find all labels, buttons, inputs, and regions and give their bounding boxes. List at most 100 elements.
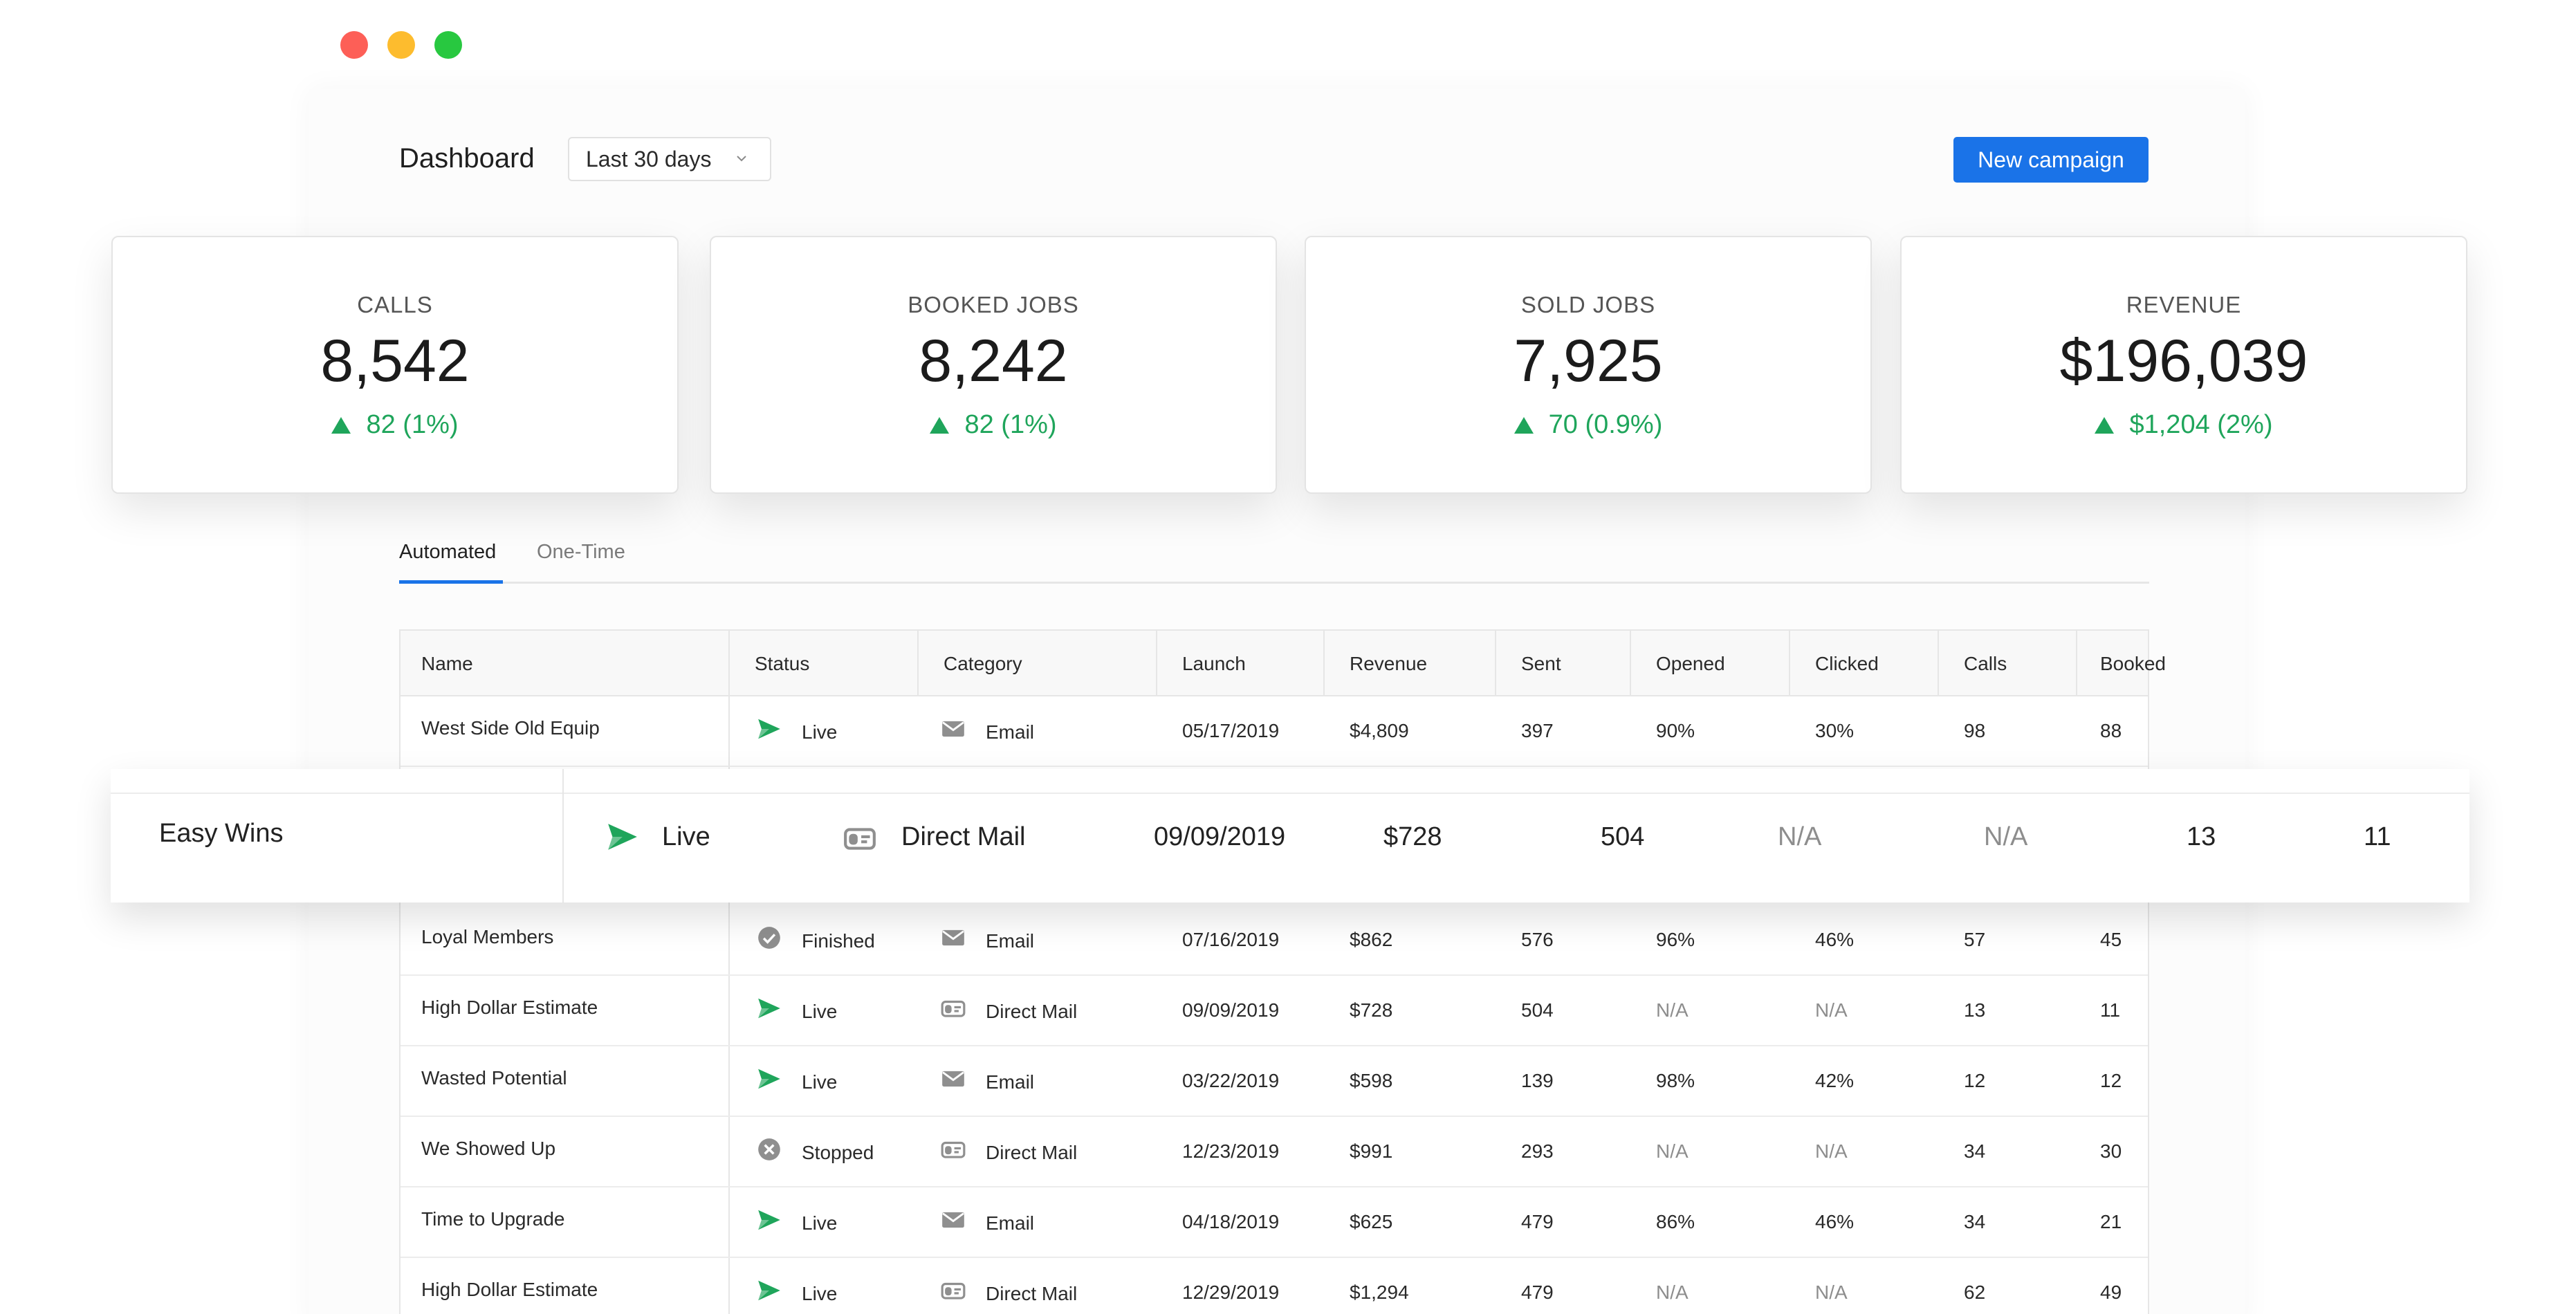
column-header-clicked[interactable]: Clicked bbox=[1815, 653, 1879, 674]
column-header-revenue[interactable]: Revenue bbox=[1350, 653, 1428, 674]
campaign-category: Email bbox=[986, 1071, 1035, 1093]
mailbox-icon bbox=[844, 828, 876, 850]
campaign-status: Live bbox=[802, 1212, 838, 1234]
table-row[interactable]: We Showed Up Stopped Direct Mail 12/23/2019… bbox=[401, 1117, 2148, 1187]
column-divider bbox=[1630, 631, 1631, 696]
campaign-revenue: $991 bbox=[1350, 1140, 1393, 1162]
campaign-sent: 293 bbox=[1521, 1140, 1554, 1162]
column-divider bbox=[1156, 631, 1157, 696]
column-header-opened[interactable]: Opened bbox=[1656, 653, 1725, 674]
active-tab-indicator bbox=[399, 580, 503, 584]
minimize-window-dot[interactable] bbox=[387, 31, 415, 59]
campaign-name: High Dollar Estimate bbox=[421, 997, 598, 1018]
column-header-calls[interactable]: Calls bbox=[1964, 653, 2007, 674]
close-window-dot[interactable] bbox=[340, 31, 368, 59]
table-header: Name Status Category Launch Revenue Sent Opene… bbox=[401, 631, 2166, 696]
campaign-booked: 11 bbox=[2364, 822, 2391, 851]
x-circle-icon bbox=[758, 1138, 780, 1160]
campaign-revenue: $1,294 bbox=[1350, 1281, 1409, 1303]
campaign-booked: 45 bbox=[2100, 929, 2122, 950]
date-range-value: Last 30 days bbox=[586, 146, 712, 172]
table-row[interactable]: Wasted Potential Live Email 03/22/2019 $598 1… bbox=[401, 1046, 2148, 1117]
mailbox-icon bbox=[941, 1282, 966, 1299]
campaign-clicked: N/A bbox=[1815, 1281, 1848, 1303]
campaign-name: Wasted Potential bbox=[421, 1067, 567, 1089]
envelope-icon bbox=[942, 1212, 964, 1228]
campaign-sent: 397 bbox=[1521, 720, 1554, 741]
column-divider bbox=[1789, 631, 1790, 696]
tab-one-time[interactable]: One-Time bbox=[537, 541, 625, 563]
table-row[interactable]: West Side Old Equip Live Email 05/17/2019 $4… bbox=[401, 696, 2148, 767]
send-icon bbox=[758, 1280, 780, 1301]
maximize-window-dot[interactable] bbox=[434, 31, 462, 59]
metric-label: SOLD JOBS bbox=[1520, 292, 1656, 317]
envelope-icon bbox=[942, 929, 964, 946]
campaign-opened: 96% bbox=[1656, 929, 1695, 950]
campaign-calls: 13 bbox=[1964, 999, 1986, 1021]
campaign-clicked: 46% bbox=[1815, 1211, 1855, 1232]
send-icon bbox=[758, 1210, 780, 1230]
campaign-clicked: 42% bbox=[1815, 1070, 1855, 1091]
send-icon bbox=[758, 719, 780, 739]
mailbox-icon bbox=[941, 1000, 966, 1017]
metric-delta-text: 70 (0.9%) bbox=[1548, 410, 1663, 439]
campaign-booked: 88 bbox=[2100, 720, 2122, 741]
table-row[interactable]: High Dollar Estimate Live Direct Mail 09/09… bbox=[401, 976, 2148, 1046]
table-row[interactable]: High Dollar Estimate Live Direct Mail 12/29… bbox=[401, 1258, 2148, 1314]
campaign-status: Live bbox=[802, 1283, 838, 1304]
date-range-select[interactable]: Last 30 days bbox=[568, 137, 771, 181]
metric-delta: 82 (1%) bbox=[113, 410, 677, 440]
campaign-calls: 57 bbox=[1964, 929, 1986, 950]
tab-automated[interactable]: Automated bbox=[399, 541, 497, 563]
campaign-category: Email bbox=[986, 721, 1035, 743]
campaign-category: Direct Mail bbox=[986, 1001, 1078, 1022]
campaign-calls: 62 bbox=[1964, 1281, 1986, 1303]
campaign-opened: 90% bbox=[1656, 720, 1695, 741]
table-row[interactable]: Loyal Members Finished Email 07/16/2019 $862… bbox=[401, 905, 2148, 976]
metric-label: REVENUE bbox=[2126, 292, 2242, 317]
column-divider bbox=[917, 631, 919, 696]
column-header-status[interactable]: Status bbox=[755, 653, 810, 674]
campaign-category: Email bbox=[986, 1212, 1035, 1234]
campaign-clicked: N/A bbox=[1815, 999, 1848, 1021]
campaign-category: Direct Mail bbox=[986, 1283, 1078, 1304]
column-header-category[interactable]: Category bbox=[944, 653, 1022, 674]
column-divider bbox=[2076, 631, 2077, 696]
new-campaign-button[interactable]: New campaign bbox=[1953, 137, 2149, 183]
column-divider bbox=[1323, 631, 1325, 696]
campaign-calls: 34 bbox=[1964, 1140, 1986, 1162]
triangle-up-icon bbox=[1514, 416, 1534, 434]
campaign-launch: 12/29/2019 bbox=[1182, 1281, 1280, 1303]
campaign-status: Finished bbox=[802, 930, 875, 952]
column-header-name[interactable]: Name bbox=[421, 653, 473, 674]
column-header-booked[interactable]: Booked bbox=[2100, 653, 2166, 674]
campaign-booked: 12 bbox=[2100, 1070, 2122, 1091]
column-header-launch[interactable]: Launch bbox=[1182, 653, 1246, 674]
campaign-revenue: $4,809 bbox=[1350, 720, 1409, 741]
campaign-opened: 86% bbox=[1656, 1211, 1695, 1232]
metric-delta-text: 82 (1%) bbox=[366, 410, 459, 439]
campaign-booked: 30 bbox=[2100, 1140, 2122, 1162]
campaign-opened: N/A bbox=[1778, 822, 1822, 851]
table-row[interactable]: Time to Upgrade Live Email 04/18/2019 $625 47… bbox=[401, 1187, 2148, 1258]
name-column-divider bbox=[562, 769, 564, 903]
campaign-sent: 504 bbox=[1601, 822, 1645, 851]
metric-value: 8,242 bbox=[919, 328, 1068, 394]
campaign-booked: 11 bbox=[2100, 999, 2121, 1021]
campaign-launch: 09/09/2019 bbox=[1182, 999, 1280, 1021]
triangle-up-icon bbox=[2095, 416, 2115, 434]
metric-delta: 82 (1%) bbox=[711, 410, 1276, 440]
triangle-up-icon bbox=[331, 416, 351, 434]
campaign-revenue: $625 bbox=[1350, 1211, 1393, 1232]
metric-card-calls: CALLS 8,542 82 (1%) bbox=[111, 236, 679, 494]
campaign-opened: N/A bbox=[1656, 1281, 1689, 1303]
highlighted-row-easy-wins[interactable]: Easy Wins Live Direct Mail 09/09/2019 $728 50… bbox=[111, 769, 2469, 903]
campaign-revenue: $862 bbox=[1350, 929, 1393, 950]
campaign-tabs: Automated One-Time bbox=[399, 533, 2149, 584]
campaign-status: Live bbox=[802, 1071, 838, 1093]
campaign-sent: 576 bbox=[1521, 929, 1554, 950]
campaign-opened: N/A bbox=[1656, 1140, 1689, 1162]
metric-delta-text: $1,204 (2%) bbox=[2129, 410, 2273, 439]
metric-label: CALLS bbox=[357, 292, 433, 317]
column-header-sent[interactable]: Sent bbox=[1521, 653, 1561, 674]
